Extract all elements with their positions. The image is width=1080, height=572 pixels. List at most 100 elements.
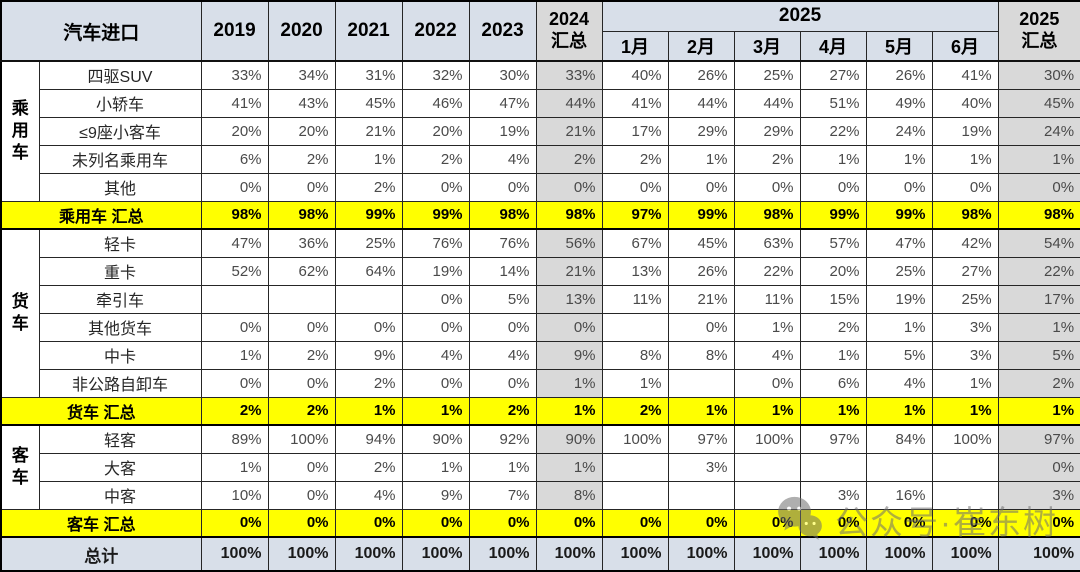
value-cell: 100%	[535, 536, 603, 572]
value-cell	[267, 284, 336, 314]
row-label: 大客	[38, 452, 202, 482]
value-cell: 4%	[733, 340, 801, 370]
value-cell: 0%	[468, 368, 537, 398]
value-cell: 45%	[997, 88, 1080, 118]
value-cell: 100%	[601, 536, 669, 572]
value-cell: 25%	[334, 228, 403, 258]
header-row-months: 1月 2月 3月 4月 5月 6月	[1, 30, 1080, 62]
col-header-jan: 1月	[601, 30, 669, 62]
value-cell: 98%	[733, 200, 801, 230]
value-cell: 10%	[200, 480, 269, 510]
value-cell: 98%	[931, 200, 999, 230]
value-cell: 4%	[865, 368, 933, 398]
value-cell: 97%	[601, 200, 669, 230]
value-cell	[733, 480, 801, 510]
value-cell: 33%	[200, 60, 269, 90]
value-cell: 41%	[931, 60, 999, 90]
value-cell: 89%	[200, 424, 269, 454]
value-cell: 31%	[334, 60, 403, 90]
value-cell: 63%	[733, 228, 801, 258]
value-cell: 100%	[997, 536, 1080, 572]
value-cell: 3%	[799, 480, 867, 510]
value-cell: 100%	[601, 424, 669, 454]
value-cell: 94%	[334, 424, 403, 454]
table-row: 中卡 1% 2% 9% 4% 4% 9% 8% 8% 4% 1% 5% 3% 5%	[1, 340, 1080, 370]
value-cell: 100%	[334, 536, 403, 572]
value-cell: 1%	[667, 144, 735, 174]
value-cell: 98%	[200, 200, 269, 230]
value-cell: 100%	[401, 536, 470, 572]
value-cell: 41%	[601, 88, 669, 118]
value-cell: 47%	[865, 228, 933, 258]
col-header-mar: 3月	[733, 30, 801, 62]
value-cell: 1%	[334, 396, 403, 426]
value-cell: 97%	[667, 424, 735, 454]
value-cell: 44%	[667, 88, 735, 118]
value-cell: 8%	[535, 480, 603, 510]
value-cell: 32%	[401, 60, 470, 90]
col-header-2021: 2021	[334, 0, 403, 62]
value-cell: 7%	[468, 480, 537, 510]
value-cell	[601, 480, 669, 510]
value-cell: 100%	[865, 536, 933, 572]
value-cell: 30%	[997, 60, 1080, 90]
value-cell: 11%	[601, 284, 669, 314]
value-cell: 0%	[733, 508, 801, 538]
value-cell: 100%	[267, 536, 336, 572]
value-cell	[733, 452, 801, 482]
table-row: 货车轻卡 47% 36% 25% 76% 76% 56% 67% 45% 63% 57% 47% 42%…	[0, 228, 1080, 398]
value-cell: 1%	[865, 312, 933, 342]
value-cell: 92%	[468, 424, 537, 454]
value-cell: 19%	[931, 116, 999, 146]
value-cell	[931, 480, 999, 510]
table-row: 重卡 52% 62% 64% 19% 14% 21% 13% 26% 22% 20% 25% 27% 22…	[1, 256, 1080, 286]
value-cell: 2%	[601, 396, 669, 426]
col-header-2022: 2022	[401, 0, 470, 62]
value-cell: 0%	[267, 312, 336, 342]
value-cell: 2%	[334, 172, 403, 202]
value-cell: 97%	[799, 424, 867, 454]
value-cell: 1%	[865, 144, 933, 174]
value-cell: 1%	[535, 368, 603, 398]
row-label: 重卡	[38, 256, 202, 286]
value-cell: 33%	[535, 60, 603, 90]
value-cell: 0%	[865, 508, 933, 538]
value-cell: 98%	[997, 200, 1080, 230]
value-cell: 0%	[468, 312, 537, 342]
value-cell: 44%	[535, 88, 603, 118]
value-cell: 36%	[267, 228, 336, 258]
value-cell	[865, 452, 933, 482]
value-cell: 1%	[334, 144, 403, 174]
value-cell: 2%	[468, 396, 537, 426]
row-label: 轻卡	[38, 228, 202, 258]
value-cell: 9%	[334, 340, 403, 370]
value-cell: 24%	[997, 116, 1080, 146]
value-cell: 21%	[334, 116, 403, 146]
value-cell: 62%	[267, 256, 336, 286]
value-cell: 0%	[267, 508, 336, 538]
value-cell: 64%	[334, 256, 403, 286]
col-header-2025-group: 2025	[601, 0, 999, 32]
value-cell: 0%	[200, 508, 269, 538]
value-cell: 21%	[667, 284, 735, 314]
value-cell: 0%	[267, 480, 336, 510]
value-cell: 1%	[401, 452, 470, 482]
value-cell: 100%	[667, 536, 735, 572]
value-cell: 0%	[997, 452, 1080, 482]
value-cell: 0%	[401, 368, 470, 398]
value-cell: 19%	[865, 284, 933, 314]
table-row: 牵引车 0% 5% 13% 11% 21% 11% 15% 19% 25% 17%	[1, 284, 1080, 314]
value-cell: 52%	[200, 256, 269, 286]
value-cell: 8%	[601, 340, 669, 370]
value-cell: 47%	[200, 228, 269, 258]
grand-total-label: 总计	[0, 536, 202, 572]
value-cell: 1%	[535, 452, 603, 482]
value-cell: 76%	[401, 228, 470, 258]
value-cell: 0%	[267, 452, 336, 482]
value-cell: 9%	[535, 340, 603, 370]
value-cell: 6%	[200, 144, 269, 174]
row-label: 牵引车	[38, 284, 202, 314]
value-cell: 1%	[997, 396, 1080, 426]
value-cell: 2%	[733, 144, 801, 174]
